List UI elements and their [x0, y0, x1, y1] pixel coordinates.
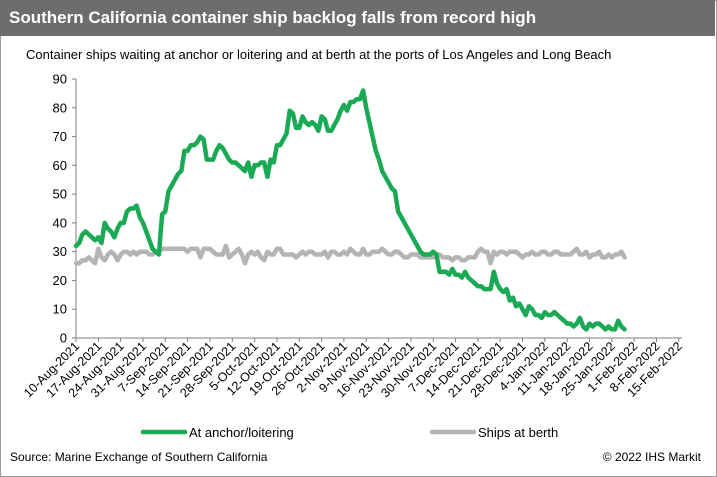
chart-title: Southern California container ship backl… [0, 0, 715, 36]
at-anchor-loitering-line [73, 88, 627, 332]
y-tick-label: 10 [53, 302, 67, 317]
y-tick-label: 30 [53, 244, 67, 259]
y-tick-label: 0 [60, 331, 67, 346]
y-tick-label: 40 [53, 215, 67, 230]
ships-at-berth-line [73, 243, 627, 266]
y-tick-label: 90 [53, 72, 67, 87]
y-tick-label: 80 [53, 100, 67, 115]
chart-subtitle: Container ships waiting at anchor or loi… [26, 47, 612, 62]
legend-label-ships-at-berth: Ships at berth [478, 425, 558, 440]
copyright-note: © 2022 IHS Markit [602, 450, 701, 464]
y-tick-label: 60 [53, 158, 67, 173]
y-tick-label: 20 [53, 273, 67, 288]
y-tick-label: 70 [53, 129, 67, 144]
source-note: Source: Marine Exchange of Southern Cali… [10, 450, 268, 464]
y-tick-label: 50 [53, 187, 67, 202]
legend-label-at-anchor-loitering: At anchor/loitering [189, 425, 294, 440]
